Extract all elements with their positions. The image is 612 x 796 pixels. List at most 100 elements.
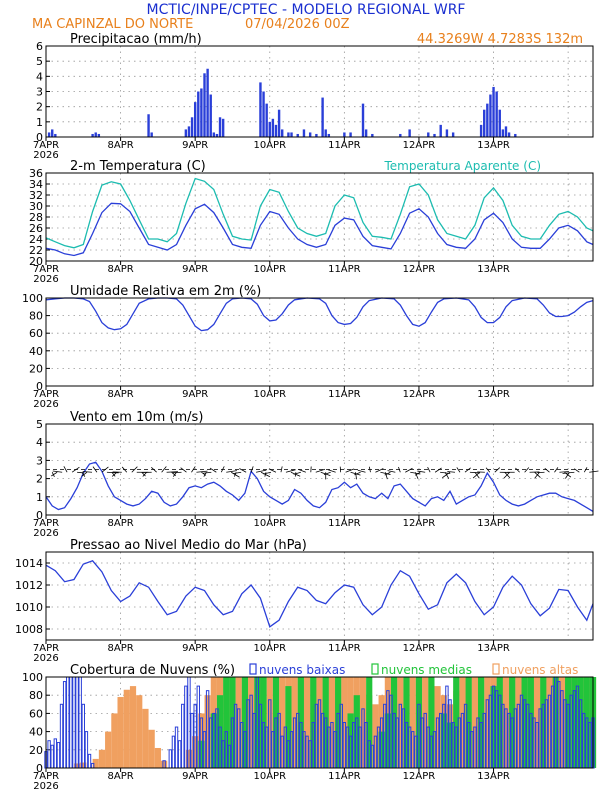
y-tick-label: 1 <box>36 491 43 504</box>
precip-bar <box>452 132 454 137</box>
x-year-label: 2026 <box>33 528 58 539</box>
cloud-bar-nuvens-baixas <box>278 713 280 768</box>
precip-bar <box>95 132 97 137</box>
precip-bar <box>203 73 205 137</box>
panel-title: Precipitacao (mm/h) <box>70 32 202 47</box>
precip-bar <box>213 132 215 137</box>
cloud-bar-nuvens-baixas <box>415 736 417 768</box>
precip-bar <box>259 82 261 137</box>
panel-title: Umidade Relativa em 2m (%) <box>70 284 261 299</box>
cloud-bar-nuvens-baixas <box>427 727 429 768</box>
x-tick-label: 9APR <box>182 771 208 782</box>
x-tick-label: 11APR <box>328 140 361 151</box>
cloud-bar-nuvens-baixas <box>458 718 460 768</box>
cloud-bar-nuvens-baixas <box>82 704 84 768</box>
series-line <box>46 203 593 255</box>
cloud-bar-nuvens-altas <box>136 695 142 768</box>
cloud-bar-nuvens-baixas <box>67 677 69 768</box>
panel-2 <box>46 173 593 265</box>
x-tick-label: 12APR <box>403 643 436 654</box>
cloud-bar-nuvens-altas <box>130 686 136 768</box>
cloud-bar-nuvens-baixas <box>247 700 249 768</box>
precip-bar <box>343 132 345 137</box>
cloud-bar-nuvens-baixas <box>253 713 255 768</box>
wind-arrow <box>545 468 550 472</box>
cloud-bar-nuvens-baixas <box>76 677 78 768</box>
cloud-bar-nuvens-baixas <box>377 727 379 768</box>
header-location: MA CAPINZAL DO NORTE <box>32 17 193 32</box>
x-tick-label: 9APR <box>182 264 208 275</box>
legend-label: nuvens medias <box>381 663 472 677</box>
wind-arrow <box>64 466 67 472</box>
wind-arrow <box>181 468 187 473</box>
wind-arrow <box>210 468 216 472</box>
precip-bar <box>51 129 53 137</box>
cloud-bar-nuvens-baixas <box>191 713 193 768</box>
cloud-bar-nuvens-baixas <box>464 704 466 768</box>
cloud-bar-nuvens-baixas <box>290 732 292 768</box>
precip-bar <box>427 132 429 137</box>
x-tick-label: 8APR <box>107 771 133 782</box>
panel-6 <box>45 664 596 772</box>
cloud-bar-nuvens-baixas <box>57 743 59 768</box>
wind-arrow <box>233 472 241 473</box>
cloud-bar-nuvens-baixas <box>440 713 442 768</box>
cloud-bar-nuvens-baixas <box>70 677 72 768</box>
cloud-bar-nuvens-baixas <box>433 732 435 768</box>
panel-5 <box>46 552 593 644</box>
precip-bar <box>508 132 510 137</box>
cloud-bar-nuvens-baixas <box>384 704 386 768</box>
precip-bar <box>278 110 280 137</box>
cloud-bar-nuvens-altas <box>124 690 130 768</box>
series-line <box>46 561 593 627</box>
cloud-bar-nuvens-baixas <box>54 739 56 768</box>
panel-frame <box>46 298 593 386</box>
x-tick-label: 13APR <box>477 518 510 529</box>
precip-bar <box>349 132 351 137</box>
x-tick-label: 12APR <box>403 518 436 529</box>
cloud-bar-nuvens-baixas <box>91 763 93 768</box>
wind-arrow <box>53 471 62 472</box>
wind-arrow <box>286 470 296 473</box>
x-tick-label: 13APR <box>477 643 510 654</box>
header-run: 07/04/2026 00Z <box>245 17 350 32</box>
y-tick-label: 1 <box>36 116 43 129</box>
x-tick-label: 8APR <box>107 643 133 654</box>
wind-arrow <box>495 468 500 473</box>
legend-swatch <box>372 664 378 674</box>
wind-arrow <box>417 471 425 472</box>
precip-bar <box>325 129 327 137</box>
header-title: MCTIC/INPE/CPTEC - MODELO REGIONAL WRF <box>147 2 466 18</box>
wind-arrow <box>295 472 296 476</box>
precip-bar <box>200 88 202 137</box>
cloud-bar-nuvens-baixas <box>346 727 348 768</box>
x-year-label: 2026 <box>33 399 58 410</box>
x-year-label: 2026 <box>33 150 58 161</box>
wind-arrow <box>239 468 246 472</box>
cloud-bar-nuvens-baixas <box>169 750 171 768</box>
precip-bar <box>440 125 442 137</box>
y-tick-label: 100 <box>22 671 43 684</box>
cloud-bar-nuvens-baixas <box>396 718 398 768</box>
precip-bar <box>275 125 277 137</box>
y-tick-label: 1010 <box>15 601 43 614</box>
x-tick-label: 10APR <box>253 140 286 151</box>
x-tick-label: 9APR <box>182 518 208 529</box>
y-tick-label: 20 <box>29 362 43 375</box>
cloud-bar-nuvens-baixas <box>79 677 81 768</box>
cloud-bar-nuvens-baixas <box>234 704 236 768</box>
panel-1 <box>46 46 593 141</box>
cloud-bar-nuvens-baixas <box>172 736 174 768</box>
cloud-bar-nuvens-baixas <box>545 700 547 768</box>
x-year-label: 2026 <box>33 781 58 792</box>
cloud-bar-nuvens-baixas <box>321 713 323 768</box>
cloud-bar-nuvens-baixas <box>495 691 497 768</box>
cloud-bar-nuvens-baixas <box>182 704 184 768</box>
y-tick-label: 3 <box>36 454 43 467</box>
panel-frame <box>46 173 593 261</box>
x-year-label: 2026 <box>33 653 58 664</box>
y-tick-label: 1008 <box>15 623 43 636</box>
y-tick-label: 80 <box>29 689 43 702</box>
cloud-bar-nuvens-baixas <box>502 704 504 768</box>
